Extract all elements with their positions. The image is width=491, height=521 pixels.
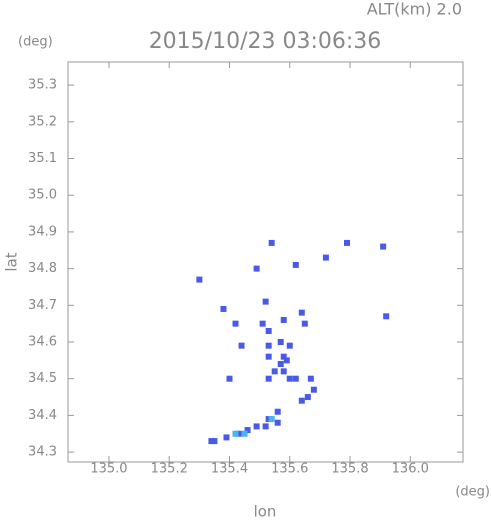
echo-point xyxy=(271,368,278,375)
echo-point xyxy=(241,430,248,437)
echo-point xyxy=(235,430,242,437)
echo-point xyxy=(265,353,272,360)
echo-point xyxy=(223,434,230,441)
echo-point xyxy=(286,342,293,349)
y-axis-label: lat xyxy=(3,252,21,271)
echo-point xyxy=(280,353,287,360)
echo-point xyxy=(262,423,269,430)
echo-point xyxy=(220,305,227,312)
plot-frame xyxy=(67,61,464,463)
echo-point xyxy=(298,397,305,404)
y-tick-label: 35.3 xyxy=(28,78,57,93)
echo-point xyxy=(307,375,314,382)
echo-point xyxy=(259,320,266,327)
echo-point xyxy=(274,419,281,426)
x-tick-label: 135.8 xyxy=(331,462,368,477)
x-tick-label: 135.2 xyxy=(151,462,188,477)
subtitle: ALT(km) 2.0 xyxy=(367,0,462,19)
echo-point xyxy=(298,309,305,316)
echo-point xyxy=(280,316,287,323)
echo-point xyxy=(226,375,233,382)
x-tick-label: 135.0 xyxy=(90,462,127,477)
echo-point xyxy=(277,339,284,345)
echo-point xyxy=(268,239,275,246)
echo-point xyxy=(304,394,311,401)
echo-point xyxy=(283,357,290,364)
echo-point xyxy=(274,408,281,415)
y-tick-label: 34.7 xyxy=(28,298,57,313)
x-unit: (deg) xyxy=(455,485,490,500)
y-tick-label: 34.4 xyxy=(28,408,57,423)
chart-title: 2015/10/23 03:06:36 xyxy=(149,29,382,54)
echo-point xyxy=(265,416,272,423)
y-unit: (deg) xyxy=(18,35,53,50)
echo-point xyxy=(208,438,215,445)
y-tick-label: 34.6 xyxy=(28,335,57,350)
echo-point xyxy=(265,327,272,334)
echo-point xyxy=(211,438,218,445)
x-tick-label: 135.4 xyxy=(211,462,248,477)
echo-point xyxy=(286,375,293,382)
echo-point xyxy=(253,423,260,430)
echo-point xyxy=(244,427,251,434)
y-tick-label: 35.2 xyxy=(28,114,57,129)
echo-point xyxy=(265,375,272,382)
y-tick-label: 34.5 xyxy=(28,371,57,386)
x-tick-label: 136.0 xyxy=(392,462,429,477)
echo-point xyxy=(344,239,351,246)
y-tick-label: 34.8 xyxy=(28,261,57,276)
echo-point xyxy=(253,265,260,272)
echo-point xyxy=(292,261,299,268)
y-tick-label: 34.9 xyxy=(28,224,57,239)
echo-point xyxy=(280,368,287,375)
echo-point xyxy=(301,320,308,327)
echo-point xyxy=(277,361,284,368)
echo-point xyxy=(265,342,272,349)
x-axis-label: lon xyxy=(254,503,277,521)
y-tick-label: 34.3 xyxy=(28,445,57,460)
echo-point xyxy=(232,430,239,437)
echo-point xyxy=(310,386,317,393)
x-tick-label: 135.6 xyxy=(271,462,308,477)
echo-point xyxy=(268,416,275,423)
echo-point xyxy=(380,243,387,250)
echo-point xyxy=(322,254,329,261)
echo-point xyxy=(238,342,245,349)
echo-point xyxy=(196,276,203,283)
y-tick-label: 35.1 xyxy=(28,151,57,166)
echo-point xyxy=(262,298,269,305)
echo-point xyxy=(292,375,299,382)
echo-point xyxy=(232,320,239,327)
echo-point xyxy=(383,313,390,320)
y-tick-label: 35.0 xyxy=(28,188,57,203)
